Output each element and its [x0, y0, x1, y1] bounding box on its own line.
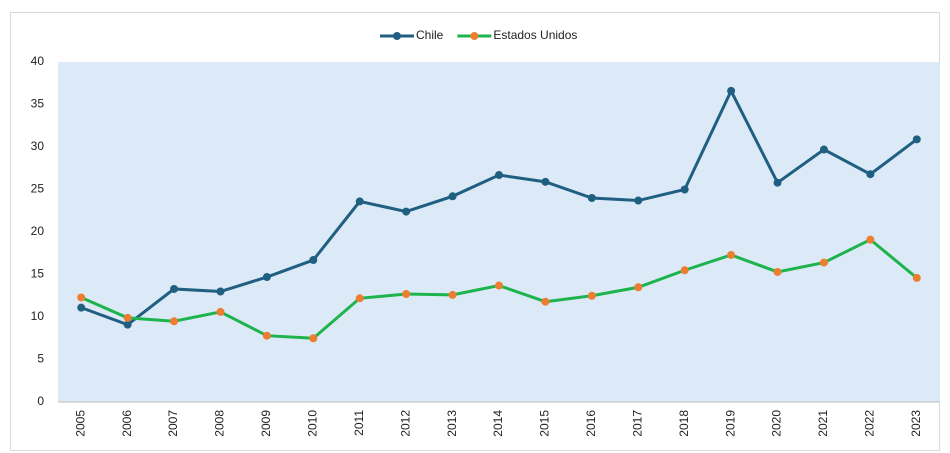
point — [587, 194, 596, 202]
legend-label: Estados Unidos — [493, 28, 577, 42]
point — [495, 281, 503, 290]
legend-marker — [470, 32, 479, 40]
point — [77, 303, 86, 312]
point — [819, 258, 828, 267]
point — [680, 266, 689, 275]
x-tick-label: 2007 — [166, 410, 180, 437]
point — [355, 294, 364, 303]
point — [77, 293, 86, 302]
y-tick-label: 30 — [31, 139, 45, 153]
legend-marker — [393, 32, 401, 40]
point — [912, 135, 921, 144]
point — [541, 177, 550, 186]
x-tick-label: 2013 — [445, 410, 459, 437]
legend-label: Chile — [416, 28, 444, 42]
plot-area — [58, 62, 940, 402]
x-tick-label: 2018 — [677, 410, 691, 437]
x-tick-label: 2011 — [352, 410, 366, 436]
point — [309, 334, 318, 343]
point — [866, 170, 875, 179]
x-tick-label: 2022 — [863, 410, 877, 437]
y-tick-label: 20 — [31, 224, 45, 238]
point — [727, 86, 736, 95]
x-tick-label: 2016 — [584, 410, 598, 437]
x-tick-label: 2020 — [770, 410, 784, 437]
point — [262, 331, 271, 340]
point — [541, 297, 550, 306]
y-tick-label: 0 — [37, 394, 44, 408]
point — [170, 284, 179, 293]
x-tick-label: 2014 — [491, 410, 505, 437]
x-tick-label: 2017 — [630, 410, 644, 437]
point — [170, 317, 179, 326]
point — [634, 196, 643, 205]
y-tick-label: 5 — [37, 352, 44, 366]
point — [819, 145, 828, 154]
point — [587, 291, 596, 300]
point — [680, 185, 689, 194]
x-tick-label: 2021 — [816, 410, 830, 437]
y-tick-label: 35 — [31, 97, 45, 111]
y-tick-label: 40 — [31, 54, 45, 68]
x-tick-label: 2008 — [213, 410, 227, 437]
point — [402, 290, 411, 299]
y-tick-label: 25 — [31, 182, 45, 196]
point — [495, 171, 503, 180]
point — [123, 320, 132, 329]
point — [773, 267, 782, 276]
x-tick-label: 2015 — [538, 410, 552, 437]
x-tick-label: 2019 — [723, 410, 737, 437]
x-tick-label: 2006 — [120, 410, 134, 437]
x-tick-label: 2009 — [259, 410, 273, 437]
point — [773, 178, 782, 187]
y-tick-label: 15 — [31, 267, 45, 281]
x-tick-label: 2012 — [398, 410, 412, 437]
y-tick-label: 10 — [31, 309, 45, 323]
point — [309, 256, 318, 265]
point — [866, 235, 875, 244]
x-tick-label: 2005 — [73, 410, 87, 437]
point — [634, 283, 643, 292]
point — [912, 273, 921, 282]
point — [448, 192, 457, 201]
point — [216, 307, 225, 316]
point — [727, 250, 736, 259]
point — [355, 197, 364, 206]
point — [402, 207, 411, 216]
point — [123, 313, 132, 322]
x-tick-label: 2023 — [909, 410, 923, 437]
point — [216, 287, 225, 296]
x-tick-label: 2010 — [305, 410, 319, 437]
point — [448, 290, 457, 299]
point — [262, 273, 271, 282]
